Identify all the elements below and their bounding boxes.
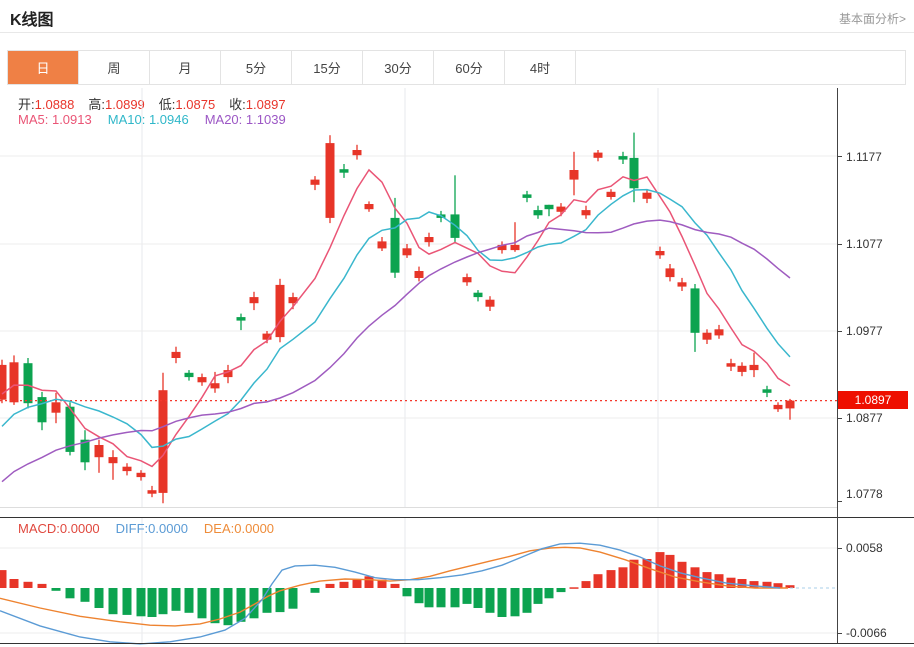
y-axis-label: 1.0877	[846, 411, 883, 425]
macd-axis-label-top: 0.0058	[846, 541, 883, 555]
axis-tick	[837, 244, 842, 245]
tab-30min[interactable]: 30分	[363, 51, 434, 84]
y-axis-label: 1.0778	[846, 487, 883, 501]
macd-bottom-border	[0, 643, 914, 644]
diff-value: 0.0000	[148, 521, 188, 536]
main-chart-canvas[interactable]	[0, 88, 837, 507]
dea-value: 0.0000	[234, 521, 275, 536]
tab-60min[interactable]: 60分	[434, 51, 505, 84]
price-axis-line	[837, 88, 838, 643]
close-label: 收:	[229, 97, 246, 112]
axis-tick	[837, 633, 842, 634]
period-tabbar: 日 周 月 5分 15分 30分 60分 4时	[7, 50, 906, 85]
tab-day[interactable]: 日	[8, 51, 79, 84]
macd-canvas[interactable]	[0, 517, 837, 645]
tab-15min[interactable]: 15分	[292, 51, 363, 84]
ma10-value: 1.0946	[148, 112, 189, 127]
axis-tick	[837, 548, 842, 549]
diff-label: DIFF:	[115, 521, 149, 536]
low-value: 1.0875	[175, 97, 216, 112]
y-axis-label: 1.0977	[846, 324, 883, 338]
axis-tick	[837, 418, 842, 419]
high-label: 高:	[88, 97, 106, 112]
macd-top-border	[0, 517, 914, 518]
low-label: 低:	[158, 97, 176, 112]
close-value: 1.0897	[245, 97, 286, 112]
tab-week[interactable]: 周	[79, 51, 150, 84]
axis-tick	[837, 331, 842, 332]
tab-month[interactable]: 月	[150, 51, 221, 84]
ma20-value: 1.1039	[245, 112, 286, 127]
main-chart-bottom-border	[0, 507, 837, 508]
axis-tick	[837, 156, 842, 157]
axis-tick	[837, 501, 842, 502]
y-axis-label: 1.1077	[846, 237, 883, 251]
dea-label: DEA:	[203, 521, 235, 536]
current-price-badge: 1.0897	[838, 391, 908, 409]
macd-axis-label-bottom: -0.0066	[846, 626, 887, 640]
header-divider	[0, 32, 914, 33]
ohlc-readout: 开:1.0888 高:1.0899 低:1.0875 收:1.0897	[18, 94, 286, 113]
ma-readout: MA5: 1.0913 MA10: 1.0946 MA20: 1.1039	[18, 112, 286, 127]
macd-value: 0.0000	[59, 521, 100, 536]
fundamental-analysis-link[interactable]: 基本面分析>	[838, 12, 906, 26]
ma5-label: MA5:	[18, 112, 49, 127]
ma5-value: 1.0913	[51, 112, 92, 127]
high-value: 1.0899	[105, 97, 145, 112]
macd-readout: MACD:0.0000 DIFF:0.0000 DEA:0.0000	[18, 521, 274, 536]
ma20-label: MA20:	[204, 112, 243, 127]
ma10-label: MA10:	[107, 112, 146, 127]
tab-5min[interactable]: 5分	[221, 51, 292, 84]
open-label: 开:	[18, 97, 35, 112]
tab-4hour[interactable]: 4时	[505, 51, 576, 84]
tabbar-filler	[576, 51, 905, 84]
open-value: 1.0888	[34, 97, 75, 112]
page-title: K线图	[10, 12, 54, 29]
y-axis-label: 1.1177	[846, 150, 882, 164]
macd-label: MACD:	[18, 521, 60, 536]
